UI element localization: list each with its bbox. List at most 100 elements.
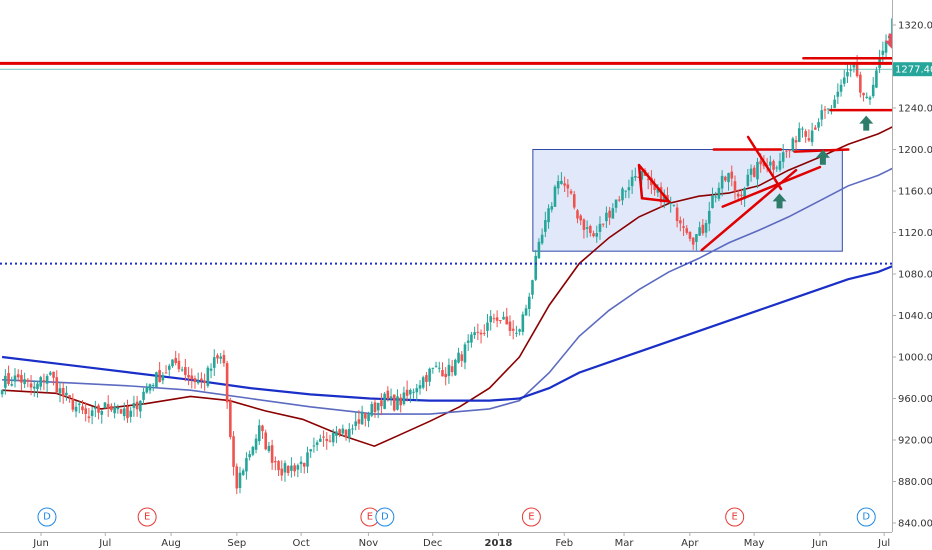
candle-body — [630, 176, 634, 187]
candle — [177, 353, 181, 373]
x-tick-label: Aug — [161, 538, 181, 549]
candle-body — [23, 379, 26, 385]
candle — [126, 399, 129, 423]
candle-body — [495, 317, 499, 321]
candle-body — [499, 320, 502, 322]
candle — [42, 373, 46, 391]
candle-body — [344, 429, 348, 438]
candle — [389, 388, 393, 406]
candle-body — [55, 377, 59, 393]
candle — [589, 224, 592, 237]
candle-body — [791, 138, 795, 152]
candle — [158, 361, 161, 383]
candle-body — [572, 194, 576, 208]
candle-body — [164, 372, 168, 374]
candle-body — [135, 401, 139, 410]
candle — [724, 175, 727, 183]
candle-body — [151, 385, 155, 387]
candle-body — [167, 365, 171, 370]
candle-body — [871, 84, 875, 97]
candle-body — [129, 410, 132, 417]
candle-body — [865, 96, 869, 98]
candle — [396, 389, 399, 411]
candle — [682, 218, 685, 237]
candle-body — [277, 461, 280, 471]
candle — [653, 178, 656, 196]
event-label: D — [381, 512, 389, 523]
candle — [495, 310, 499, 328]
candle-body — [257, 425, 261, 442]
candle — [148, 383, 152, 394]
candle-body — [155, 372, 158, 388]
event-label: E — [732, 512, 738, 523]
candle-body — [399, 397, 402, 406]
candle-body — [868, 97, 872, 100]
candle — [585, 220, 589, 238]
candle — [814, 124, 817, 131]
candle-body — [283, 463, 287, 473]
candle — [749, 164, 753, 182]
candle — [254, 434, 258, 454]
candle — [196, 372, 200, 385]
candle — [518, 328, 521, 336]
candle-body — [280, 468, 284, 476]
candle — [187, 366, 190, 386]
candle-body — [319, 438, 322, 442]
candle — [335, 426, 338, 444]
candle-body — [219, 356, 222, 359]
candle — [736, 189, 740, 200]
candle — [579, 214, 582, 226]
candle — [611, 203, 615, 219]
candle-body — [466, 340, 470, 343]
arrow-up-icon-2 — [815, 149, 830, 165]
candle — [482, 324, 486, 336]
candle — [49, 370, 52, 376]
candle — [52, 371, 55, 386]
candle-body — [203, 381, 206, 384]
y-tick-label: 840.00 — [898, 519, 932, 530]
candle — [450, 359, 454, 377]
candle — [598, 216, 602, 240]
y-tick-label: 1040.00 — [898, 311, 932, 322]
candle-body — [579, 215, 582, 221]
candle-body — [418, 385, 422, 389]
candle-body — [605, 212, 608, 222]
candle — [794, 135, 798, 152]
candle — [698, 221, 701, 236]
x-tick-label: Feb — [555, 538, 573, 549]
candle-body — [437, 367, 441, 369]
candle — [90, 406, 94, 425]
candle-body — [585, 227, 589, 229]
candle — [669, 196, 672, 213]
candle — [605, 206, 608, 229]
candle-body — [556, 181, 560, 189]
candle-body — [724, 176, 727, 181]
candle-body — [855, 63, 859, 77]
candle — [274, 456, 277, 471]
candle — [306, 446, 309, 474]
candle-body — [489, 316, 492, 323]
candle — [357, 410, 361, 430]
candle — [235, 463, 239, 495]
candle — [103, 401, 107, 409]
candle-body — [740, 194, 743, 197]
candle-body — [566, 184, 570, 189]
candle-body — [447, 364, 451, 377]
candle — [203, 373, 206, 391]
candle — [302, 462, 306, 474]
candle — [884, 34, 888, 58]
candle-body — [560, 180, 563, 184]
candle — [402, 386, 406, 406]
candle-body — [415, 388, 419, 393]
candle-body — [592, 233, 595, 237]
candle-body — [110, 405, 113, 411]
candle-body — [608, 210, 611, 218]
candle-body — [836, 91, 840, 97]
candle-body — [669, 203, 672, 205]
candle-body — [476, 331, 480, 333]
candle — [7, 365, 10, 386]
candle-body — [100, 410, 104, 415]
candle — [740, 188, 743, 205]
candle-body — [527, 296, 531, 309]
